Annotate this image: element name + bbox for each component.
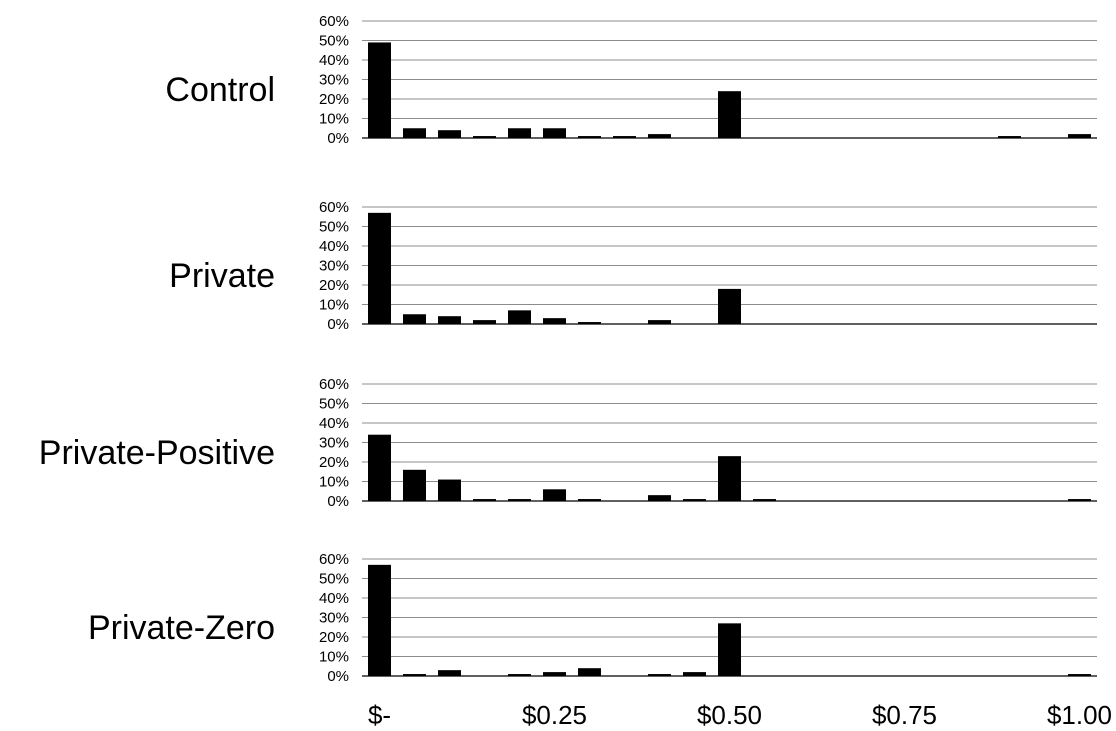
bar — [613, 136, 636, 138]
panel-control: 0% 10% 20% 30% 40% 50% 60% Control — [165, 13, 1097, 147]
bar — [718, 623, 741, 676]
x-tick-label: $0.50 — [697, 700, 762, 730]
y-tick-label: 50% — [319, 571, 349, 588]
y-tick-label: 50% — [319, 219, 349, 236]
y-tick-label: 30% — [319, 435, 349, 452]
bar — [473, 499, 496, 501]
bar — [648, 495, 671, 501]
bar — [543, 318, 566, 324]
y-tick-label: 20% — [319, 629, 349, 646]
bar — [683, 499, 706, 501]
bar — [403, 674, 426, 676]
bar — [403, 314, 426, 324]
bar — [508, 310, 531, 324]
panel-label: Control — [165, 71, 275, 109]
bar — [438, 316, 461, 324]
panel-private-zero: 0% 10% 20% 30% 40% 50% 60% Private-Zero — [88, 551, 1097, 685]
y-tick-label: 30% — [319, 610, 349, 627]
y-tick-label: 40% — [319, 590, 349, 607]
x-tick-label: $1.00 — [1047, 700, 1112, 730]
panel-label: Private-Positive — [39, 434, 275, 472]
bar — [1068, 499, 1091, 501]
y-tick-label: 20% — [319, 91, 349, 108]
bar — [403, 469, 426, 501]
y-tick-label: 60% — [319, 376, 349, 393]
bar — [578, 322, 601, 324]
y-tick-label: 10% — [319, 474, 349, 491]
bar — [508, 128, 531, 138]
bar — [683, 672, 706, 676]
x-tick-label: $0.25 — [522, 700, 587, 730]
y-tick-label: 50% — [319, 396, 349, 413]
bar — [1068, 134, 1091, 138]
y-tick-label: 40% — [319, 52, 349, 69]
bar — [438, 130, 461, 138]
y-tick-label: 30% — [319, 258, 349, 275]
bar — [403, 128, 426, 138]
bar — [438, 670, 461, 676]
bar — [1068, 674, 1091, 676]
bar — [543, 489, 566, 501]
panel-private-positive: 0% 10% 20% 30% 40% 50% 60% Private-Positive — [39, 376, 1097, 510]
panel-private: 0% 10% 20% 30% 40% 50% 60% Private — [169, 199, 1097, 333]
y-tick-label: 50% — [319, 33, 349, 50]
bar — [368, 434, 391, 501]
bar — [508, 499, 531, 501]
bar — [578, 499, 601, 501]
bar — [753, 499, 776, 501]
y-tick-label: 0% — [327, 668, 349, 685]
bar — [578, 136, 601, 138]
y-tick-label: 10% — [319, 649, 349, 666]
bar — [578, 668, 601, 676]
bar — [648, 674, 671, 676]
x-axis: $- $0.25 $0.50 $0.75 $1.00 — [368, 700, 1112, 730]
bar — [508, 674, 531, 676]
bar — [998, 136, 1021, 138]
y-tick-label: 30% — [319, 72, 349, 89]
bar — [368, 42, 391, 139]
x-tick-label: $- — [368, 700, 391, 730]
bar — [718, 91, 741, 138]
y-tick-label: 40% — [319, 238, 349, 255]
bar — [473, 320, 496, 324]
y-tick-label: 0% — [327, 316, 349, 333]
bar — [648, 134, 671, 138]
y-tick-label: 60% — [319, 199, 349, 216]
bar — [718, 456, 741, 501]
y-tick-label: 20% — [319, 454, 349, 471]
bar — [543, 128, 566, 138]
y-tick-label: 0% — [327, 130, 349, 147]
y-tick-label: 10% — [319, 111, 349, 128]
bar — [368, 212, 391, 324]
y-tick-label: 60% — [319, 551, 349, 568]
y-tick-label: 20% — [319, 277, 349, 294]
bar — [473, 136, 496, 138]
bar — [648, 320, 671, 324]
y-tick-label: 10% — [319, 297, 349, 314]
panel-label: Private — [169, 257, 275, 295]
bar — [543, 672, 566, 676]
y-tick-label: 60% — [319, 13, 349, 30]
y-tick-label: 0% — [327, 493, 349, 510]
bar — [718, 288, 741, 324]
panel-label: Private-Zero — [88, 609, 275, 647]
bar — [438, 479, 461, 501]
x-tick-label: $0.75 — [872, 700, 937, 730]
y-tick-label: 40% — [319, 415, 349, 432]
bar — [368, 564, 391, 676]
